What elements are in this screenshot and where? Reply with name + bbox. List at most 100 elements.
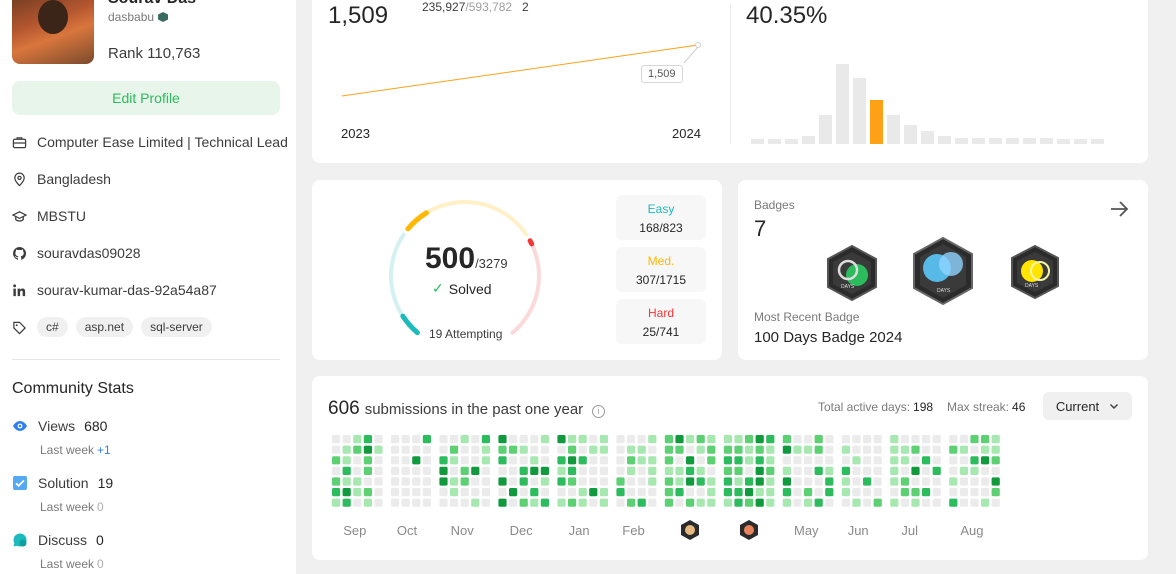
linkedin-row[interactable]: sourav-kumar-das-92a54a87 <box>12 282 217 298</box>
heatmap-day-cell[interactable] <box>637 435 646 444</box>
heatmap-day-cell[interactable] <box>439 488 448 497</box>
heatmap-day-cell[interactable] <box>422 435 431 444</box>
heatmap-day-cell[interactable] <box>498 488 507 497</box>
heatmap-day-cell[interactable] <box>412 477 421 486</box>
heatmap-day-cell[interactable] <box>890 435 899 444</box>
heatmap-day-cell[interactable] <box>509 488 518 497</box>
heatmap-day-cell[interactable] <box>363 477 372 486</box>
heatmap-day-cell[interactable] <box>707 456 716 465</box>
heatmap-day-cell[interactable] <box>745 466 754 475</box>
heatmap-day-cell[interactable] <box>391 466 400 475</box>
heatmap-day-cell[interactable] <box>949 456 958 465</box>
heatmap-day-cell[interactable] <box>342 498 351 507</box>
heatmap-day-cell[interactable] <box>970 435 979 444</box>
heatmap-day-cell[interactable] <box>970 445 979 454</box>
heatmap-day-cell[interactable] <box>509 435 518 444</box>
heatmap-day-cell[interactable] <box>374 488 383 497</box>
heatmap-day-cell[interactable] <box>578 498 587 507</box>
heatmap-day-cell[interactable] <box>981 435 990 444</box>
heatmap-day-cell[interactable] <box>616 466 625 475</box>
heatmap-day-cell[interactable] <box>439 445 448 454</box>
edit-profile-button[interactable]: Edit Profile <box>12 81 280 115</box>
heatmap-day-cell[interactable] <box>599 456 608 465</box>
heatmap-day-cell[interactable] <box>755 477 764 486</box>
heatmap-day-cell[interactable] <box>589 435 598 444</box>
heatmap-day-cell[interactable] <box>696 488 705 497</box>
heatmap-day-cell[interactable] <box>664 456 673 465</box>
heatmap-day-cell[interactable] <box>589 498 598 507</box>
easy-box[interactable]: Easy 168/823 <box>616 195 706 240</box>
heatmap-day-cell[interactable] <box>578 488 587 497</box>
heatmap-day-cell[interactable] <box>568 435 577 444</box>
heatmap-day-cell[interactable] <box>578 456 587 465</box>
avatar[interactable] <box>12 0 94 64</box>
heatmap-day-cell[interactable] <box>342 488 351 497</box>
heatmap-day-cell[interactable] <box>481 445 490 454</box>
heatmap-day-cell[interactable] <box>863 488 872 497</box>
heatmap-day-cell[interactable] <box>825 488 834 497</box>
heatmap-day-cell[interactable] <box>981 466 990 475</box>
heatmap-day-cell[interactable] <box>557 445 566 454</box>
heatmap-day-cell[interactable] <box>949 488 958 497</box>
heatmap-day-cell[interactable] <box>825 466 834 475</box>
heatmap-day-cell[interactable] <box>890 488 899 497</box>
heatmap-day-cell[interactable] <box>793 456 802 465</box>
heatmap-day-cell[interactable] <box>422 477 431 486</box>
heatmap-day-cell[interactable] <box>825 445 834 454</box>
heatmap-day-cell[interactable] <box>481 488 490 497</box>
heatmap-day-cell[interactable] <box>422 456 431 465</box>
heatmap-day-cell[interactable] <box>540 456 549 465</box>
heatmap-day-cell[interactable] <box>707 498 716 507</box>
heatmap-day-cell[interactable] <box>911 477 920 486</box>
heatmap-day-cell[interactable] <box>568 488 577 497</box>
heatmap-day-cell[interactable] <box>363 498 372 507</box>
heatmap-day-cell[interactable] <box>648 498 657 507</box>
heatmap-day-cell[interactable] <box>852 466 861 475</box>
heatmap-day-cell[interactable] <box>863 466 872 475</box>
heatmap-day-cell[interactable] <box>675 445 684 454</box>
heatmap-day-cell[interactable] <box>900 477 909 486</box>
heatmap-day-cell[interactable] <box>793 435 802 444</box>
heatmap-day-cell[interactable] <box>932 466 941 475</box>
heatmap-day-cell[interactable] <box>627 445 636 454</box>
github-link[interactable]: souravdas09028 <box>37 245 141 261</box>
heatmap-day-cell[interactable] <box>530 466 539 475</box>
heatmap-day-cell[interactable] <box>991 477 1000 486</box>
heatmap-day-cell[interactable] <box>686 498 695 507</box>
heatmap-day-cell[interactable] <box>481 456 490 465</box>
heatmap-day-cell[interactable] <box>814 435 823 444</box>
heatmap-day-cell[interactable] <box>782 477 791 486</box>
heatmap-day-cell[interactable] <box>863 477 872 486</box>
heatmap-day-cell[interactable] <box>922 498 931 507</box>
heatmap-day-cell[interactable] <box>922 466 931 475</box>
heatmap-day-cell[interactable] <box>991 498 1000 507</box>
heatmap-day-cell[interactable] <box>627 477 636 486</box>
heatmap-day-cell[interactable] <box>696 466 705 475</box>
heatmap-day-cell[interactable] <box>900 466 909 475</box>
heatmap-day-cell[interactable] <box>509 466 518 475</box>
heatmap-day-cell[interactable] <box>766 445 775 454</box>
heatmap-day-cell[interactable] <box>873 498 882 507</box>
heatmap-day-cell[interactable] <box>852 435 861 444</box>
heatmap-day-cell[interactable] <box>589 445 598 454</box>
heatmap-day-cell[interactable] <box>509 456 518 465</box>
heatmap-day-cell[interactable] <box>353 456 362 465</box>
heatmap-day-cell[interactable] <box>637 498 646 507</box>
heatmap-day-cell[interactable] <box>825 498 834 507</box>
heatmap-day-cell[interactable] <box>374 466 383 475</box>
heatmap-day-cell[interactable] <box>412 488 421 497</box>
heatmap-day-cell[interactable] <box>664 477 673 486</box>
heatmap-day-cell[interactable] <box>332 488 341 497</box>
heatmap-day-cell[interactable] <box>616 477 625 486</box>
heatmap-day-cell[interactable] <box>766 435 775 444</box>
heatmap-day-cell[interactable] <box>530 435 539 444</box>
heatmap-day-cell[interactable] <box>353 435 362 444</box>
heatmap-day-cell[interactable] <box>530 456 539 465</box>
heatmap-day-cell[interactable] <box>498 498 507 507</box>
heatmap-day-cell[interactable] <box>825 435 834 444</box>
heatmap-day-cell[interactable] <box>391 435 400 444</box>
heatmap-day-cell[interactable] <box>852 456 861 465</box>
info-icon[interactable]: i <box>592 404 606 418</box>
heatmap-day-cell[interactable] <box>696 445 705 454</box>
medium-box[interactable]: Med. 307/1715 <box>616 247 706 292</box>
